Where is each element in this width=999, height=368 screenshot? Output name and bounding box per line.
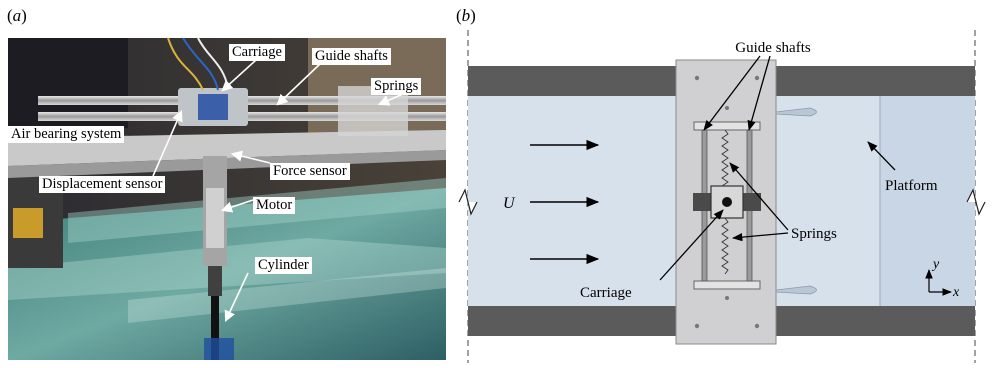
panel-b-label: (b) [456, 6, 476, 25]
axis-x-label: x [952, 285, 960, 300]
axis-y-label: y [931, 257, 940, 272]
callout-force-sensor: Force sensor [270, 163, 350, 180]
callout-air-bearing: Air bearing system [8, 126, 125, 143]
callout-displacement-sensor: Displacement sensor [39, 176, 166, 193]
label-platform: Platform [885, 178, 938, 194]
setup-photo: Carriage Guide shafts Springs Air bearin… [8, 38, 446, 360]
top-view-schematic: Guide shafts Platform U Springs Carriage… [455, 30, 991, 363]
panel-a-label: (a) [7, 6, 27, 25]
callout-cylinder: Cylinder [255, 257, 312, 274]
photo-callout-arrows [152, 59, 404, 323]
callout-motor: Motor [253, 197, 296, 214]
label-guide-shafts: Guide shafts [735, 40, 811, 56]
label-carriage: Carriage [580, 285, 632, 301]
schematic-graphic: Guide shafts Platform U Springs Carriage… [458, 30, 986, 363]
label-flow-velocity: U [503, 195, 516, 212]
callout-carriage: Carriage [229, 44, 285, 61]
callout-springs: Springs [371, 78, 422, 95]
callout-guide-shafts: Guide shafts [312, 48, 391, 65]
label-springs: Springs [791, 226, 837, 242]
